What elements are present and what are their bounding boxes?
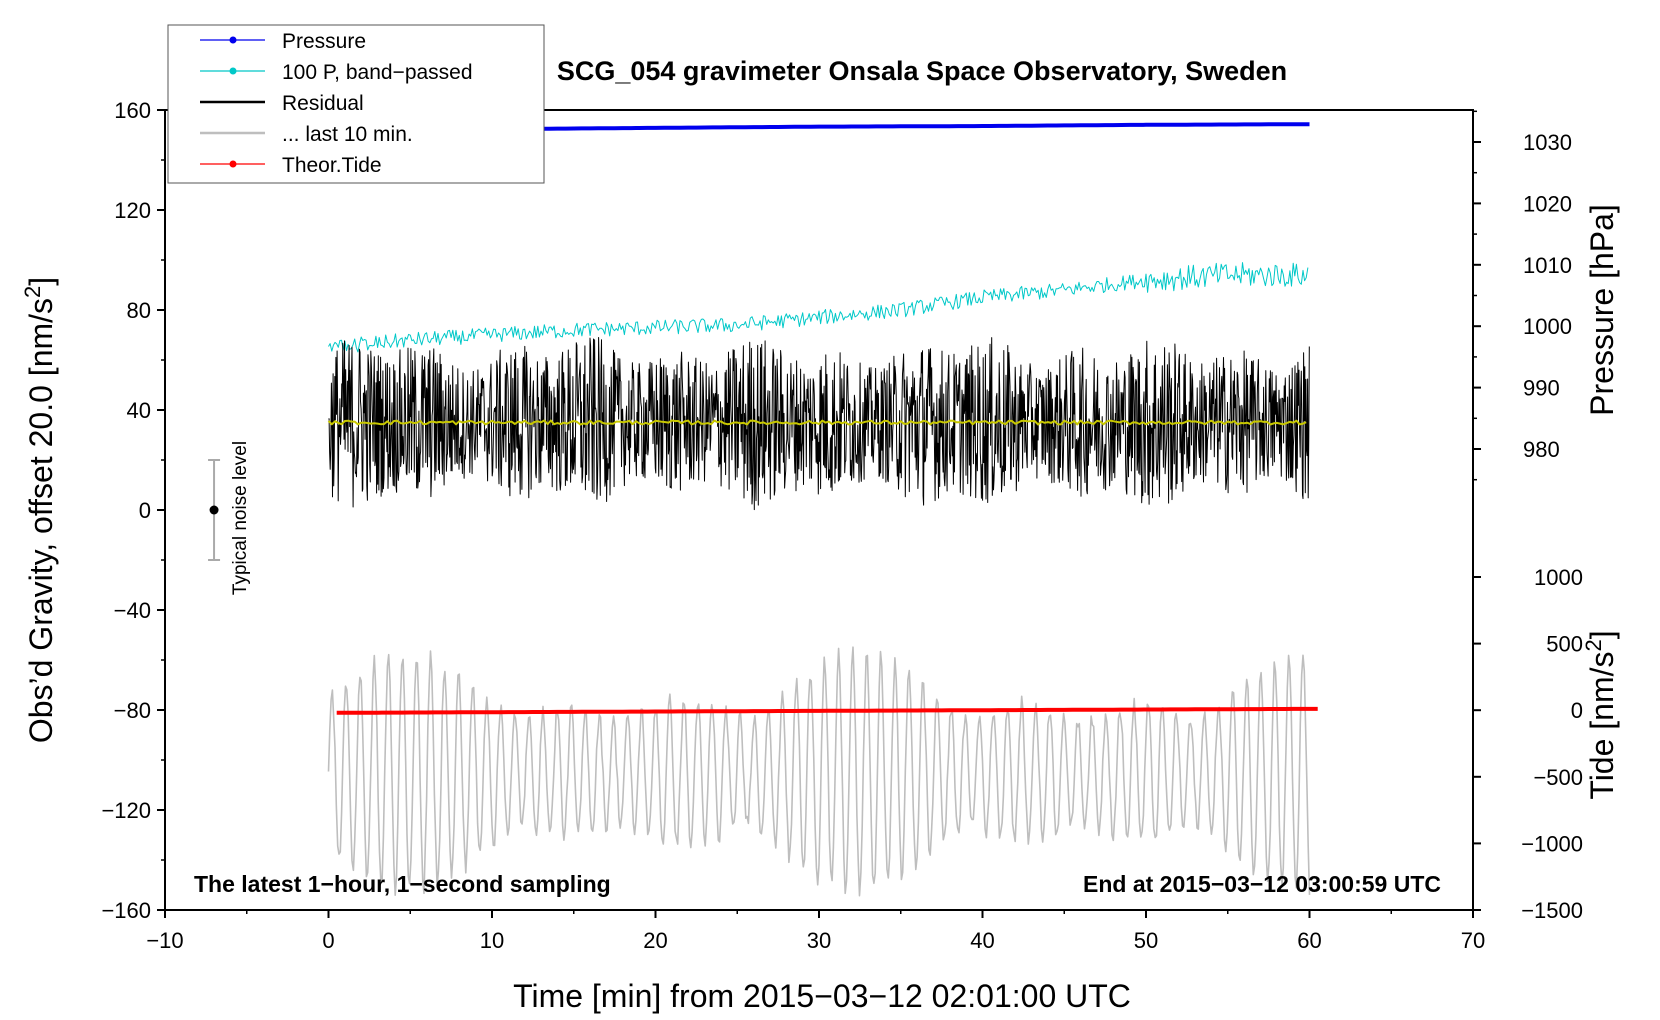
x-tick-label: 60 [1297,928,1321,953]
y-tick-label: 40 [127,398,151,423]
tide-axis-label-sup: 2 [1581,639,1606,651]
legend-label: Residual [282,92,364,115]
legend-swatch-marker [229,160,237,168]
legend-label: Theor.Tide [282,154,382,177]
x-axis: −10 0 10 20 30 40 50 60 70 [146,910,1485,953]
pressure-axis-label: Pressure [hPa] [1584,204,1620,416]
x-tick-label: 70 [1461,928,1485,953]
x-axis-label: Time [min] from 2015−03−12 02:01:00 UTC [513,978,1131,1014]
y-tick-label: −80 [114,698,151,723]
x-tick-label: 30 [807,928,831,953]
series-theor-tide [336,706,1318,715]
tide-tick-label: 500 [1546,632,1583,657]
legend-swatch-marker [229,67,237,75]
y-axis-gravity: 160 120 80 40 0 −40 −80 −120 −160 [101,98,165,923]
pressure-tick-label: 1010 [1523,253,1572,278]
legend-box [167,24,545,184]
y-axis-pressure: 1030 1020 1010 1000 990 980 [1473,110,1572,481]
series-residual [328,337,1310,511]
pressure-tick-label: 1030 [1523,130,1572,155]
y-axis-label-main: Obs’d Gravity, offset 20.0 [nm/s [23,298,59,743]
tide-axis-label: Tide [nm/s2] [1581,630,1620,799]
y-tick-label: 0 [139,498,151,523]
y-tick-label: −40 [114,598,151,623]
chart-title: SCG_054 gravimeter Onsala Space Observat… [557,56,1287,86]
x-tick-label: 10 [480,928,504,953]
tide-tick-label: −500 [1533,765,1583,790]
legend-label: Pressure [282,30,366,53]
series-residual-smoothed [327,419,1307,426]
tide-tick-label: 1000 [1534,565,1583,590]
y-axis-tide: 1000 500 0 −500 −1000 −1500 [1473,565,1583,923]
y-tick-label: −120 [101,798,151,823]
y-axis-label-sup: 2 [20,286,45,298]
series-100-p-band-passed [328,262,1309,353]
x-tick-label: 40 [970,928,994,953]
pressure-tick-label: 990 [1523,376,1560,401]
annotation-bottom-right: End at 2015−03−12 03:00:59 UTC [1083,871,1441,897]
tide-tick-label: −1500 [1521,898,1583,923]
legend: Pressure 100 P, band−passed Residual ... la… [167,24,545,184]
y-tick-label: 160 [114,98,151,123]
tide-tick-label: 0 [1571,698,1583,723]
series-last-10-min [327,646,1311,897]
x-tick-label: 20 [643,928,667,953]
tide-tick-label: −1000 [1521,831,1583,856]
noise-level-label: Typical noise level [230,441,251,595]
legend-label: 100 P, band−passed [282,61,473,84]
x-tick-label: −10 [146,928,183,953]
x-tick-label: 50 [1134,928,1158,953]
y-axis-label-tail: ] [23,277,59,286]
noise-bar-center-dot [209,505,219,515]
pressure-tick-label: 1020 [1523,191,1572,216]
y-axis-label: Obs’d Gravity, offset 20.0 [nm/s2] [20,277,59,743]
pressure-tick-label: 1000 [1523,314,1572,339]
legend-label: ... last 10 min. [282,123,413,146]
noise-bar-group: Typical noise level [208,441,251,595]
y-tick-label: 80 [127,298,151,323]
annotation-bottom-left: The latest 1−hour, 1−second sampling [194,871,611,897]
y-tick-label: −160 [101,898,151,923]
legend-swatch-marker [229,36,237,44]
pressure-tick-label: 980 [1523,437,1560,462]
tide-axis-label-tail: ] [1584,630,1620,639]
x-tick-label: 0 [322,928,334,953]
y-tick-label: 120 [114,198,151,223]
tide-axis-label-main: Tide [nm/s [1584,651,1620,799]
